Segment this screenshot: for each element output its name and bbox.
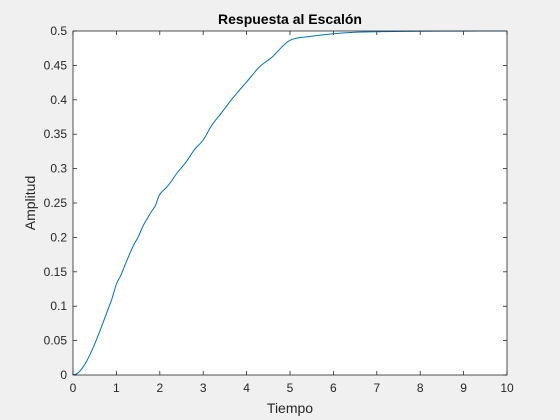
x-tick-label: 6 <box>330 381 337 395</box>
plot-frame <box>72 30 508 376</box>
y-tick-label: 0.15 <box>44 265 68 279</box>
y-tick-label: 0.5 <box>50 24 67 38</box>
x-tick-label: 5 <box>287 381 294 395</box>
y-tick-label: 0.05 <box>44 334 68 348</box>
series-line-step-response <box>72 30 508 376</box>
x-tick-label: 7 <box>373 381 380 395</box>
y-tick-label: 0.2 <box>50 230 67 244</box>
x-tick-label: 1 <box>113 381 120 395</box>
x-tick-label: 3 <box>200 381 207 395</box>
x-tick-label: 0 <box>70 381 77 395</box>
y-axis-tick-labels: 0 0.05 0.1 0.15 0.2 0.25 0.3 0.35 0.4 0.45 0.5 <box>44 24 68 382</box>
x-tick-label: 2 <box>156 381 163 395</box>
x-axis-label: Tiempo <box>267 400 313 416</box>
y-tick-label: 0.45 <box>44 58 68 72</box>
x-tick-label: 9 <box>460 381 467 395</box>
y-tick-label: 0.1 <box>50 299 67 313</box>
x-tick-label: 4 <box>243 381 250 395</box>
x-axis-tick-labels: 0 1 2 3 4 5 6 7 8 9 10 <box>70 381 514 395</box>
plot-area <box>73 31 507 375</box>
y-tick-label: 0.35 <box>44 127 68 141</box>
x-tick-label: 8 <box>417 381 424 395</box>
chart-title: Respuesta al Escalón <box>218 11 362 27</box>
y-axis-label: Amplitud <box>22 176 38 230</box>
y-tick-label: 0.25 <box>44 196 68 210</box>
y-tick-label: 0 <box>60 368 67 382</box>
x-tick-label: 10 <box>500 381 514 395</box>
y-tick-label: 0.4 <box>50 93 67 107</box>
y-tick-label: 0.3 <box>50 162 67 176</box>
